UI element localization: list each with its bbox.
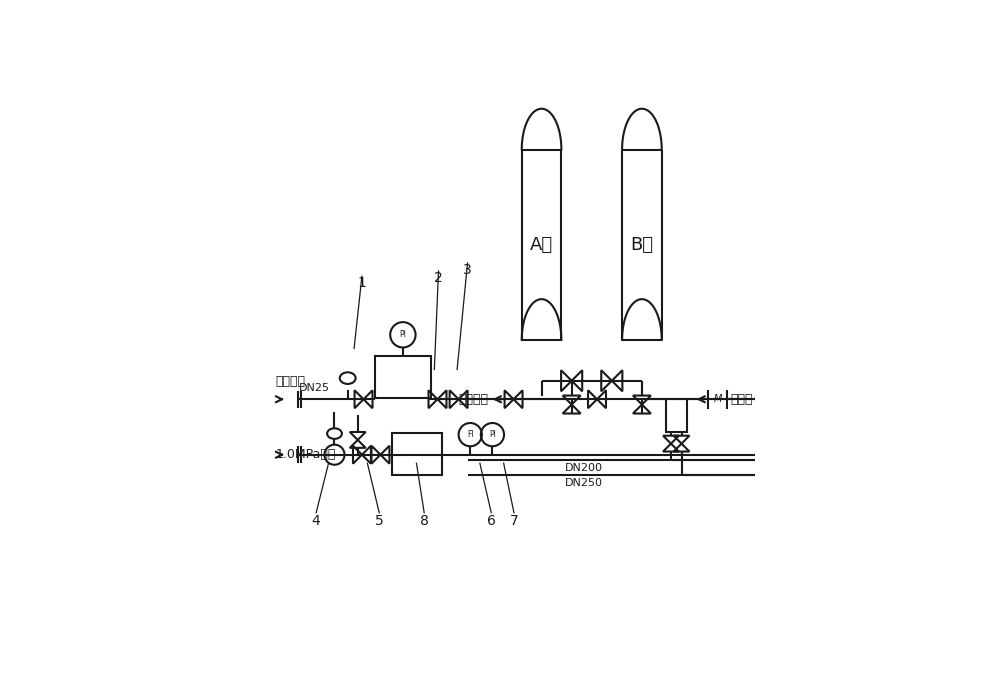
Text: 6: 6 (487, 514, 496, 528)
Text: 至甩油罐: 至甩油罐 (458, 393, 488, 405)
Text: 冷凝水来: 冷凝水来 (275, 375, 305, 388)
Text: DN200: DN200 (565, 463, 603, 473)
Text: FI: FI (467, 430, 474, 439)
Text: 7: 7 (510, 514, 518, 528)
Text: B塔: B塔 (630, 236, 653, 254)
Text: 2: 2 (434, 271, 443, 285)
Bar (375, 356, 431, 398)
Bar (666, 399, 687, 432)
Text: 5: 5 (375, 514, 384, 528)
Text: PI: PI (399, 331, 406, 340)
Text: M: M (713, 394, 722, 404)
Text: PI: PI (489, 430, 496, 439)
Text: 4: 4 (312, 514, 320, 528)
Text: 8: 8 (420, 514, 429, 528)
Text: DN250: DN250 (565, 478, 603, 488)
Text: 3: 3 (463, 263, 472, 277)
Text: 1.0MPa管网: 1.0MPa管网 (275, 448, 336, 461)
Text: DN25: DN25 (299, 383, 330, 393)
Text: 给水来: 给水来 (731, 393, 753, 405)
Text: A塔: A塔 (530, 236, 553, 254)
Text: 1: 1 (358, 276, 366, 290)
Bar (392, 433, 442, 475)
